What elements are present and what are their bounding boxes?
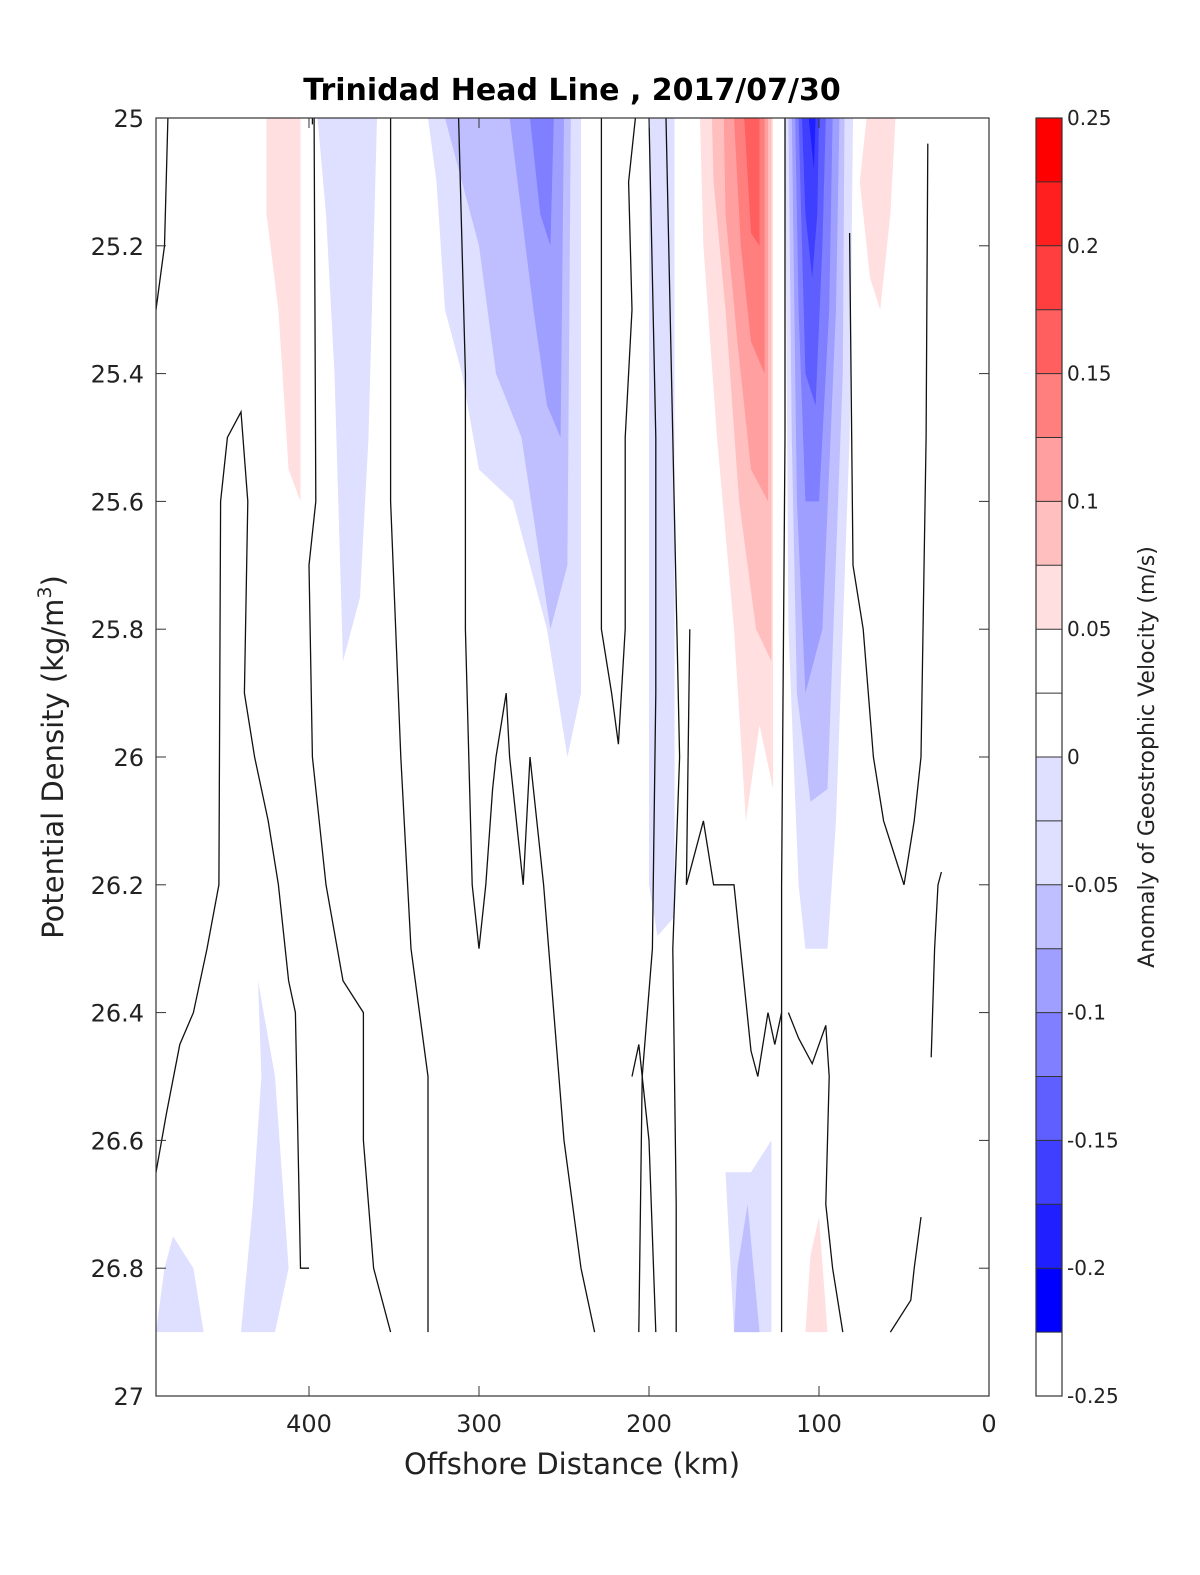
chart-title: Trinidad Head Line , 2017/07/30 xyxy=(303,73,840,108)
colorbar-band xyxy=(1036,245,1062,311)
colorbar-band xyxy=(1036,1140,1062,1205)
colorbar-tick-label: -0.1 xyxy=(1067,1001,1106,1025)
zero-contour-line-5 xyxy=(457,118,596,1333)
colorbar-band xyxy=(1036,884,1062,950)
zero-contour-line-7 xyxy=(638,118,657,1333)
y-tick-label: 26.2 xyxy=(91,872,144,900)
x-axis-ticks: 400 300 200 100 0 xyxy=(286,118,997,1438)
x-tick-label: 300 xyxy=(456,1410,502,1438)
colorbar-tick-label: 0.1 xyxy=(1067,489,1099,513)
zero-contour-line-12 xyxy=(930,871,943,1058)
colorbar-tick-label: -0.2 xyxy=(1067,1256,1106,1280)
colorbar: 0.25 0.2 0.15 0.1 0.05 0 -0.05 -0.1 -0.15 -0.2 -0.… xyxy=(1035,106,1119,1408)
colorbar-band xyxy=(1036,757,1062,822)
colorbar-tick-label: 0.05 xyxy=(1067,617,1112,641)
colorbar-band xyxy=(1036,118,1062,183)
colorbar-band xyxy=(1036,1268,1062,1333)
colorbar-tick-label: -0.25 xyxy=(1067,1384,1119,1408)
x-tick-label: 100 xyxy=(796,1410,842,1438)
colorbar-band xyxy=(1036,309,1062,375)
colorbar-tick-label: 0.15 xyxy=(1067,362,1112,386)
y-tick-label: 26.6 xyxy=(91,1127,144,1155)
x-tick-label: 0 xyxy=(981,1410,996,1438)
colorbar-label: Anomaly of Geostrophic Velocity (m/s) xyxy=(1135,546,1160,968)
y-tick-label: 26 xyxy=(113,744,144,772)
y-axis-label-main: Potential Density (kg/m xyxy=(36,599,70,939)
colorbar-band xyxy=(1036,948,1062,1014)
y-tick-label: 25.6 xyxy=(91,488,144,516)
x-tick-label: 200 xyxy=(626,1410,672,1438)
contour-region-21 xyxy=(530,118,554,246)
colorbar-band xyxy=(1036,820,1062,886)
y-tick-label: 27 xyxy=(113,1383,144,1411)
y-axis-label-close: ) xyxy=(36,575,70,586)
y-axis-ticks: 25 25.2 25.4 25.6 25.8 26 26.2 26.4 26.6 26.8 27 xyxy=(91,105,989,1411)
contour-region-30 xyxy=(241,980,289,1333)
colorbar-band xyxy=(1036,693,1062,758)
colorbar-band xyxy=(1036,437,1062,502)
filled-contours xyxy=(156,118,911,1333)
colorbar-band xyxy=(1036,373,1062,438)
zero-contour-line-14 xyxy=(685,629,783,1077)
zero-contour-line-10 xyxy=(780,118,786,1333)
contour-region-16 xyxy=(805,1217,828,1333)
contour-region-22 xyxy=(649,118,675,936)
contour-region-31 xyxy=(156,1236,204,1333)
zero-contour-line-4 xyxy=(389,118,429,1333)
contour-region-29 xyxy=(808,118,816,170)
colorbar-frame xyxy=(1035,117,1063,1397)
colorbar-band xyxy=(1036,1332,1062,1397)
y-axis-label: Potential Density (kg/m3) xyxy=(34,575,70,939)
contour-region-3 xyxy=(266,118,301,502)
plot-area: 400 300 200 100 0 25 25.2 25.4 25.6 25.8 26 26.2 26… xyxy=(91,105,997,1438)
contour-region-33 xyxy=(734,1204,760,1333)
x-tick-label: 400 xyxy=(286,1410,332,1438)
x-axis-label: Offshore Distance (km) xyxy=(404,1447,740,1481)
y-axis-label-superscript: 3 xyxy=(34,586,56,598)
colorbar-band xyxy=(1036,181,1062,247)
colorbar-tick-label: 0.2 xyxy=(1067,234,1099,258)
zero-contour-line-1 xyxy=(156,409,309,1269)
zero-contour-line-11 xyxy=(848,143,929,885)
zero-contour-line-15 xyxy=(787,1012,844,1333)
contour-region-13 xyxy=(445,1172,496,1333)
y-tick-label: 25 xyxy=(113,105,144,133)
contour-region-4 xyxy=(618,118,636,214)
contour-region-14 xyxy=(501,1242,554,1333)
y-tick-label: 25.4 xyxy=(91,361,144,389)
zero-contour-line-8 xyxy=(631,1044,657,1333)
zero-contour-line-6 xyxy=(600,118,637,745)
zero-contour-line-13 xyxy=(889,1217,922,1333)
y-tick-label: 26.4 xyxy=(91,1000,144,1028)
contour-region-28 xyxy=(802,118,819,278)
colorbar-band xyxy=(1036,1204,1062,1269)
colorbar-band xyxy=(1036,629,1062,694)
colorbar-band xyxy=(1036,501,1062,566)
contour-region-1 xyxy=(156,661,170,949)
y-tick-label: 25.2 xyxy=(91,233,144,261)
colorbar-tick-label: 0 xyxy=(1067,745,1080,769)
colorbar-band xyxy=(1036,565,1062,630)
zero-contour-line-9 xyxy=(665,118,681,1333)
contour-region-17 xyxy=(317,118,377,662)
y-tick-label: 26.8 xyxy=(91,1255,144,1283)
colorbar-band xyxy=(1036,1012,1062,1077)
colorbar-tick-label: -0.15 xyxy=(1067,1128,1119,1152)
zero-contour-line-2 xyxy=(308,118,392,1333)
contour-region-12 xyxy=(859,118,896,310)
colorbar-band xyxy=(1036,1076,1062,1141)
colorbar-tick-label: 0.25 xyxy=(1067,106,1112,130)
y-tick-label: 25.8 xyxy=(91,616,144,644)
colorbar-tick-label: -0.05 xyxy=(1067,873,1119,897)
contour-region-10 xyxy=(744,118,760,246)
